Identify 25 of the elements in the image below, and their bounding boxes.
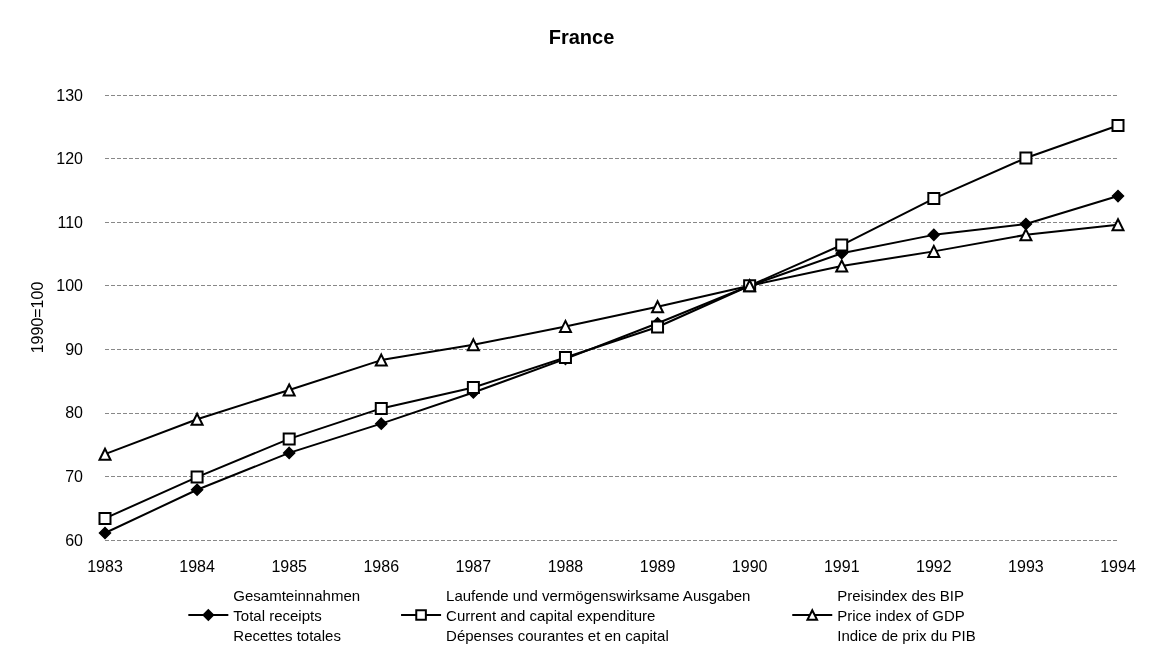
y-tick-label: 120 bbox=[56, 150, 84, 168]
legend-label: Laufende und vermögenswirksame Ausgaben Current and capital expenditure Dépenses courantes et en capital bbox=[446, 586, 751, 644]
x-tick-label: 1992 bbox=[916, 557, 952, 575]
x-tick-label: 1990 bbox=[731, 557, 768, 575]
chart-title: France bbox=[548, 26, 615, 48]
x-tick-label: 1985 bbox=[271, 557, 308, 575]
x-tick-label: 1984 bbox=[179, 557, 215, 575]
x-tick-label: 1994 bbox=[1100, 557, 1136, 575]
y-tick-label: 90 bbox=[65, 340, 84, 358]
x-tick-label: 1989 bbox=[639, 557, 676, 575]
x-tick-label: 1986 bbox=[363, 557, 400, 575]
y-tick-label: 80 bbox=[65, 404, 84, 422]
y-tick-label: 70 bbox=[65, 467, 84, 485]
x-tick-label: 1983 bbox=[87, 557, 123, 575]
y-axis-title: 1990=100 bbox=[28, 281, 46, 354]
x-tick-label: 1988 bbox=[547, 557, 584, 575]
x-tick-label: 1991 bbox=[823, 557, 860, 575]
y-tick-label: 100 bbox=[56, 277, 84, 295]
y-tick-label: 60 bbox=[65, 531, 84, 549]
legend-label: Gesamteinnahmen Total receipts Recettes totales bbox=[233, 586, 361, 644]
x-tick-label: 1993 bbox=[1008, 557, 1044, 575]
y-tick-label: 110 bbox=[57, 213, 84, 231]
legend-label: Preisindex des BIP Price index of GDP Indice de prix du PIB bbox=[837, 586, 976, 644]
y-tick-label: 130 bbox=[56, 86, 84, 104]
x-tick-label: 1987 bbox=[455, 557, 492, 575]
